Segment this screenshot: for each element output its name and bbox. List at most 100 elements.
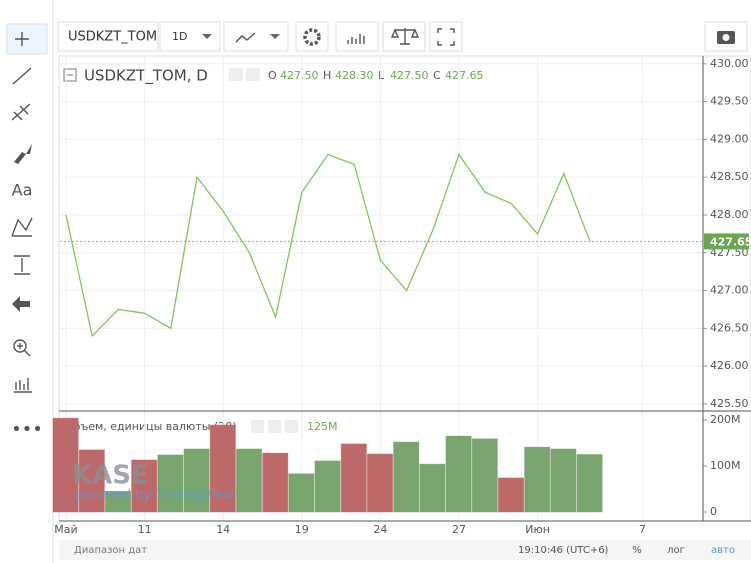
x-tick-label: 11 — [138, 523, 152, 536]
date-range[interactable]: Диапазон дат — [74, 545, 147, 556]
volume-bar — [340, 443, 367, 513]
remove-button[interactable] — [285, 420, 298, 433]
volume-bar — [393, 441, 420, 513]
auto-toggle[interactable]: авто — [711, 545, 735, 556]
ohlc-name: O — [268, 69, 277, 82]
symbol-search[interactable] — [57, 21, 159, 52]
text-tool[interactable]: Aa — [12, 181, 33, 200]
volume-bar — [576, 454, 603, 513]
fib-tool[interactable] — [11, 103, 31, 121]
watermark-name: KASE — [72, 461, 149, 491]
x-tick-label: 14 — [216, 523, 230, 536]
hide-button[interactable] — [229, 68, 243, 81]
hide-button[interactable] — [251, 420, 264, 433]
settings-button[interactable] — [295, 21, 329, 52]
plot: 425.50 426.00 426.50 427.00 427.50 428.00 428.… — [52, 56, 751, 536]
volume-bar — [52, 417, 79, 513]
chart-type-button[interactable] — [223, 21, 289, 52]
brush-tool[interactable] — [14, 144, 32, 164]
x-tick-label: 24 — [373, 523, 387, 536]
settings-small-button[interactable] — [246, 68, 260, 81]
volume-title: Объем, единицы валюты (20) — [65, 420, 237, 433]
ohlc-name: H — [323, 69, 331, 82]
y-tick-label: 430.00 — [710, 57, 749, 70]
y-tick-label: 429.00 — [710, 132, 749, 145]
volume-bar — [78, 449, 105, 513]
ohlc-value: 428.30 — [335, 69, 374, 82]
series-title: USDKZT_TOM, D — [84, 67, 208, 86]
percent-toggle[interactable]: % — [632, 545, 642, 556]
volume-bar — [131, 459, 158, 513]
volume-bar — [183, 448, 210, 513]
dropdown-arrow — [202, 34, 212, 39]
watermark-powered: powered by TradingView — [75, 488, 234, 503]
volume-bar — [105, 490, 132, 513]
trend-line-tool[interactable] — [12, 67, 32, 85]
more-tools[interactable]: ••• — [11, 419, 43, 440]
y-tick-label: 426.50 — [710, 321, 749, 334]
y-tick-label: 428.50 — [710, 170, 749, 183]
fullscreen-button[interactable] — [429, 21, 463, 52]
ohlc-value: 427.65 — [445, 69, 484, 82]
ohlc-name: C — [433, 69, 441, 82]
volume-bar — [209, 424, 236, 513]
settings-small-button[interactable] — [268, 420, 281, 433]
volume-bar — [524, 446, 551, 513]
log-toggle[interactable]: лог — [667, 545, 685, 556]
chart-type-icon — [235, 32, 256, 43]
zoom-tool[interactable] — [13, 339, 27, 353]
volume-bar — [471, 438, 498, 513]
interval: 1D — [172, 30, 187, 43]
pattern-tool[interactable] — [11, 217, 33, 237]
y-tick-label: 428.00 — [710, 208, 749, 221]
volume-bar — [157, 454, 184, 513]
y-tick-label: 427.00 — [710, 284, 749, 297]
last-price-label: 427.65 — [710, 235, 751, 248]
measure-tool[interactable] — [14, 255, 30, 275]
dropdown-arrow — [270, 34, 280, 39]
interval-button[interactable] — [159, 21, 221, 52]
camera-lens — [722, 34, 730, 41]
volume-bar — [419, 463, 446, 513]
volume-bar — [445, 435, 472, 513]
fullscreen-icon — [437, 28, 455, 46]
volume-bar — [550, 448, 577, 513]
settings-icon — [303, 28, 321, 46]
symbol: USDKZT_TOM — [68, 30, 157, 45]
y-tick-label: 425.50 — [710, 397, 749, 410]
remove-tool[interactable] — [12, 296, 30, 312]
y-tick-label: 100M — [710, 459, 741, 472]
bars-tool[interactable] — [14, 378, 32, 393]
zoom-icon — [17, 343, 31, 357]
ohlc-value: 427.50 — [390, 69, 429, 82]
volume-bar — [262, 452, 289, 513]
footer — [59, 540, 751, 560]
y-tick-label: 200M — [710, 413, 741, 426]
ohlc-name: L — [378, 69, 385, 82]
x-tick-label: 27 — [452, 523, 466, 536]
y-tick-label: 0 — [710, 505, 717, 518]
y-tick-label: 429.50 — [710, 95, 749, 108]
x-tick-label: 7 — [639, 523, 646, 536]
volume-bar — [314, 460, 341, 513]
x-tick-label: Май — [54, 523, 77, 536]
ohlc-legend: O 427.50 H 428.30 L 427.50 C 427.65 — [268, 69, 484, 82]
price-line — [65, 153, 591, 338]
x-tick-label: 19 — [295, 523, 309, 536]
compare-icon — [390, 28, 420, 45]
volume-current: 125M — [307, 420, 338, 433]
volume-bar — [288, 473, 315, 513]
crosshair-icon — [15, 32, 29, 46]
compare-button[interactable] — [382, 21, 426, 52]
volume-bar — [366, 453, 393, 513]
clock: 19:10:46 (UTC+6) — [518, 545, 609, 556]
indicators-button[interactable] — [335, 21, 379, 52]
ohlc-value: 427.50 — [280, 69, 319, 82]
last-price-badge — [704, 233, 749, 250]
indicators-icon — [347, 34, 365, 44]
x-tick-label: Июн — [525, 523, 550, 536]
left-toolbar — [0, 0, 50, 563]
volume-bar — [497, 477, 524, 513]
y-tick-label: 426.00 — [710, 359, 749, 372]
